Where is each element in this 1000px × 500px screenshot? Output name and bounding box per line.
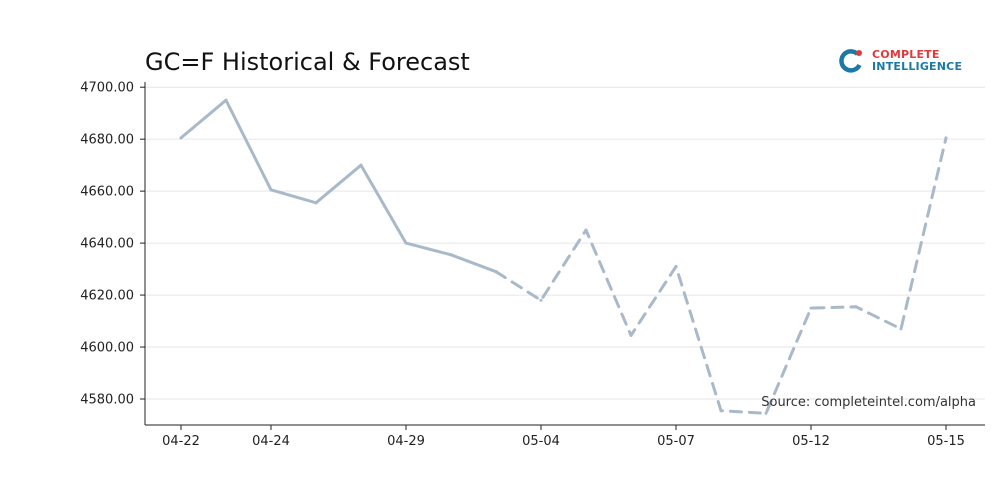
y-axis-ticks: 4580.00 4600.00 4620.00 4640.00 4660.00 4680.…	[80, 81, 145, 408]
data-point	[944, 136, 948, 140]
data-point	[719, 409, 723, 413]
data-point	[584, 228, 588, 232]
forecast-line	[494, 136, 948, 415]
data-point	[629, 333, 633, 337]
data-point	[449, 253, 453, 257]
data-point	[359, 163, 363, 167]
x-tick-label: 05-04	[522, 434, 560, 449]
series-layer	[179, 98, 948, 415]
data-point	[224, 98, 228, 102]
data-point	[539, 298, 543, 302]
x-tick-label: 05-12	[792, 434, 830, 449]
historical-line	[179, 98, 498, 274]
x-tick-label: 04-24	[252, 434, 290, 449]
data-point	[674, 264, 678, 268]
logo-mark-icon	[839, 49, 862, 73]
y-tick-label: 4640.00	[80, 237, 134, 252]
data-point	[899, 327, 903, 331]
source-annotation: Source: completeintel.com/alpha	[761, 395, 976, 410]
y-tick-label: 4600.00	[80, 341, 134, 356]
data-point	[494, 270, 498, 274]
y-tick-label: 4700.00	[80, 81, 134, 96]
x-tick-label: 04-29	[387, 434, 425, 449]
data-point	[269, 188, 273, 192]
y-tick-label: 4660.00	[80, 185, 134, 200]
grid	[145, 86, 985, 400]
axes	[144, 82, 985, 426]
data-point	[179, 136, 183, 140]
y-tick-label: 4680.00	[80, 133, 134, 148]
chart-title: GC=F Historical & Forecast	[145, 48, 470, 76]
y-tick-label: 4620.00	[80, 289, 134, 304]
y-tick-label: 4580.00	[80, 393, 134, 408]
x-tick-label: 04-22	[162, 434, 200, 449]
x-axis-ticks: 04-22 04-24 04-29 05-04 05-07 05-12 05-15	[162, 425, 965, 449]
complete-intelligence-logo: COMPLETE INTELLIGENCE	[838, 48, 978, 76]
data-point	[809, 306, 813, 310]
data-point	[764, 411, 768, 415]
logo-text-line1: COMPLETE	[872, 48, 940, 61]
data-point	[404, 241, 408, 245]
data-point	[854, 305, 858, 309]
logo-text-line2: INTELLIGENCE	[872, 60, 963, 73]
data-point	[314, 201, 318, 205]
x-tick-label: 05-07	[657, 434, 695, 449]
x-tick-label: 05-15	[927, 434, 965, 449]
